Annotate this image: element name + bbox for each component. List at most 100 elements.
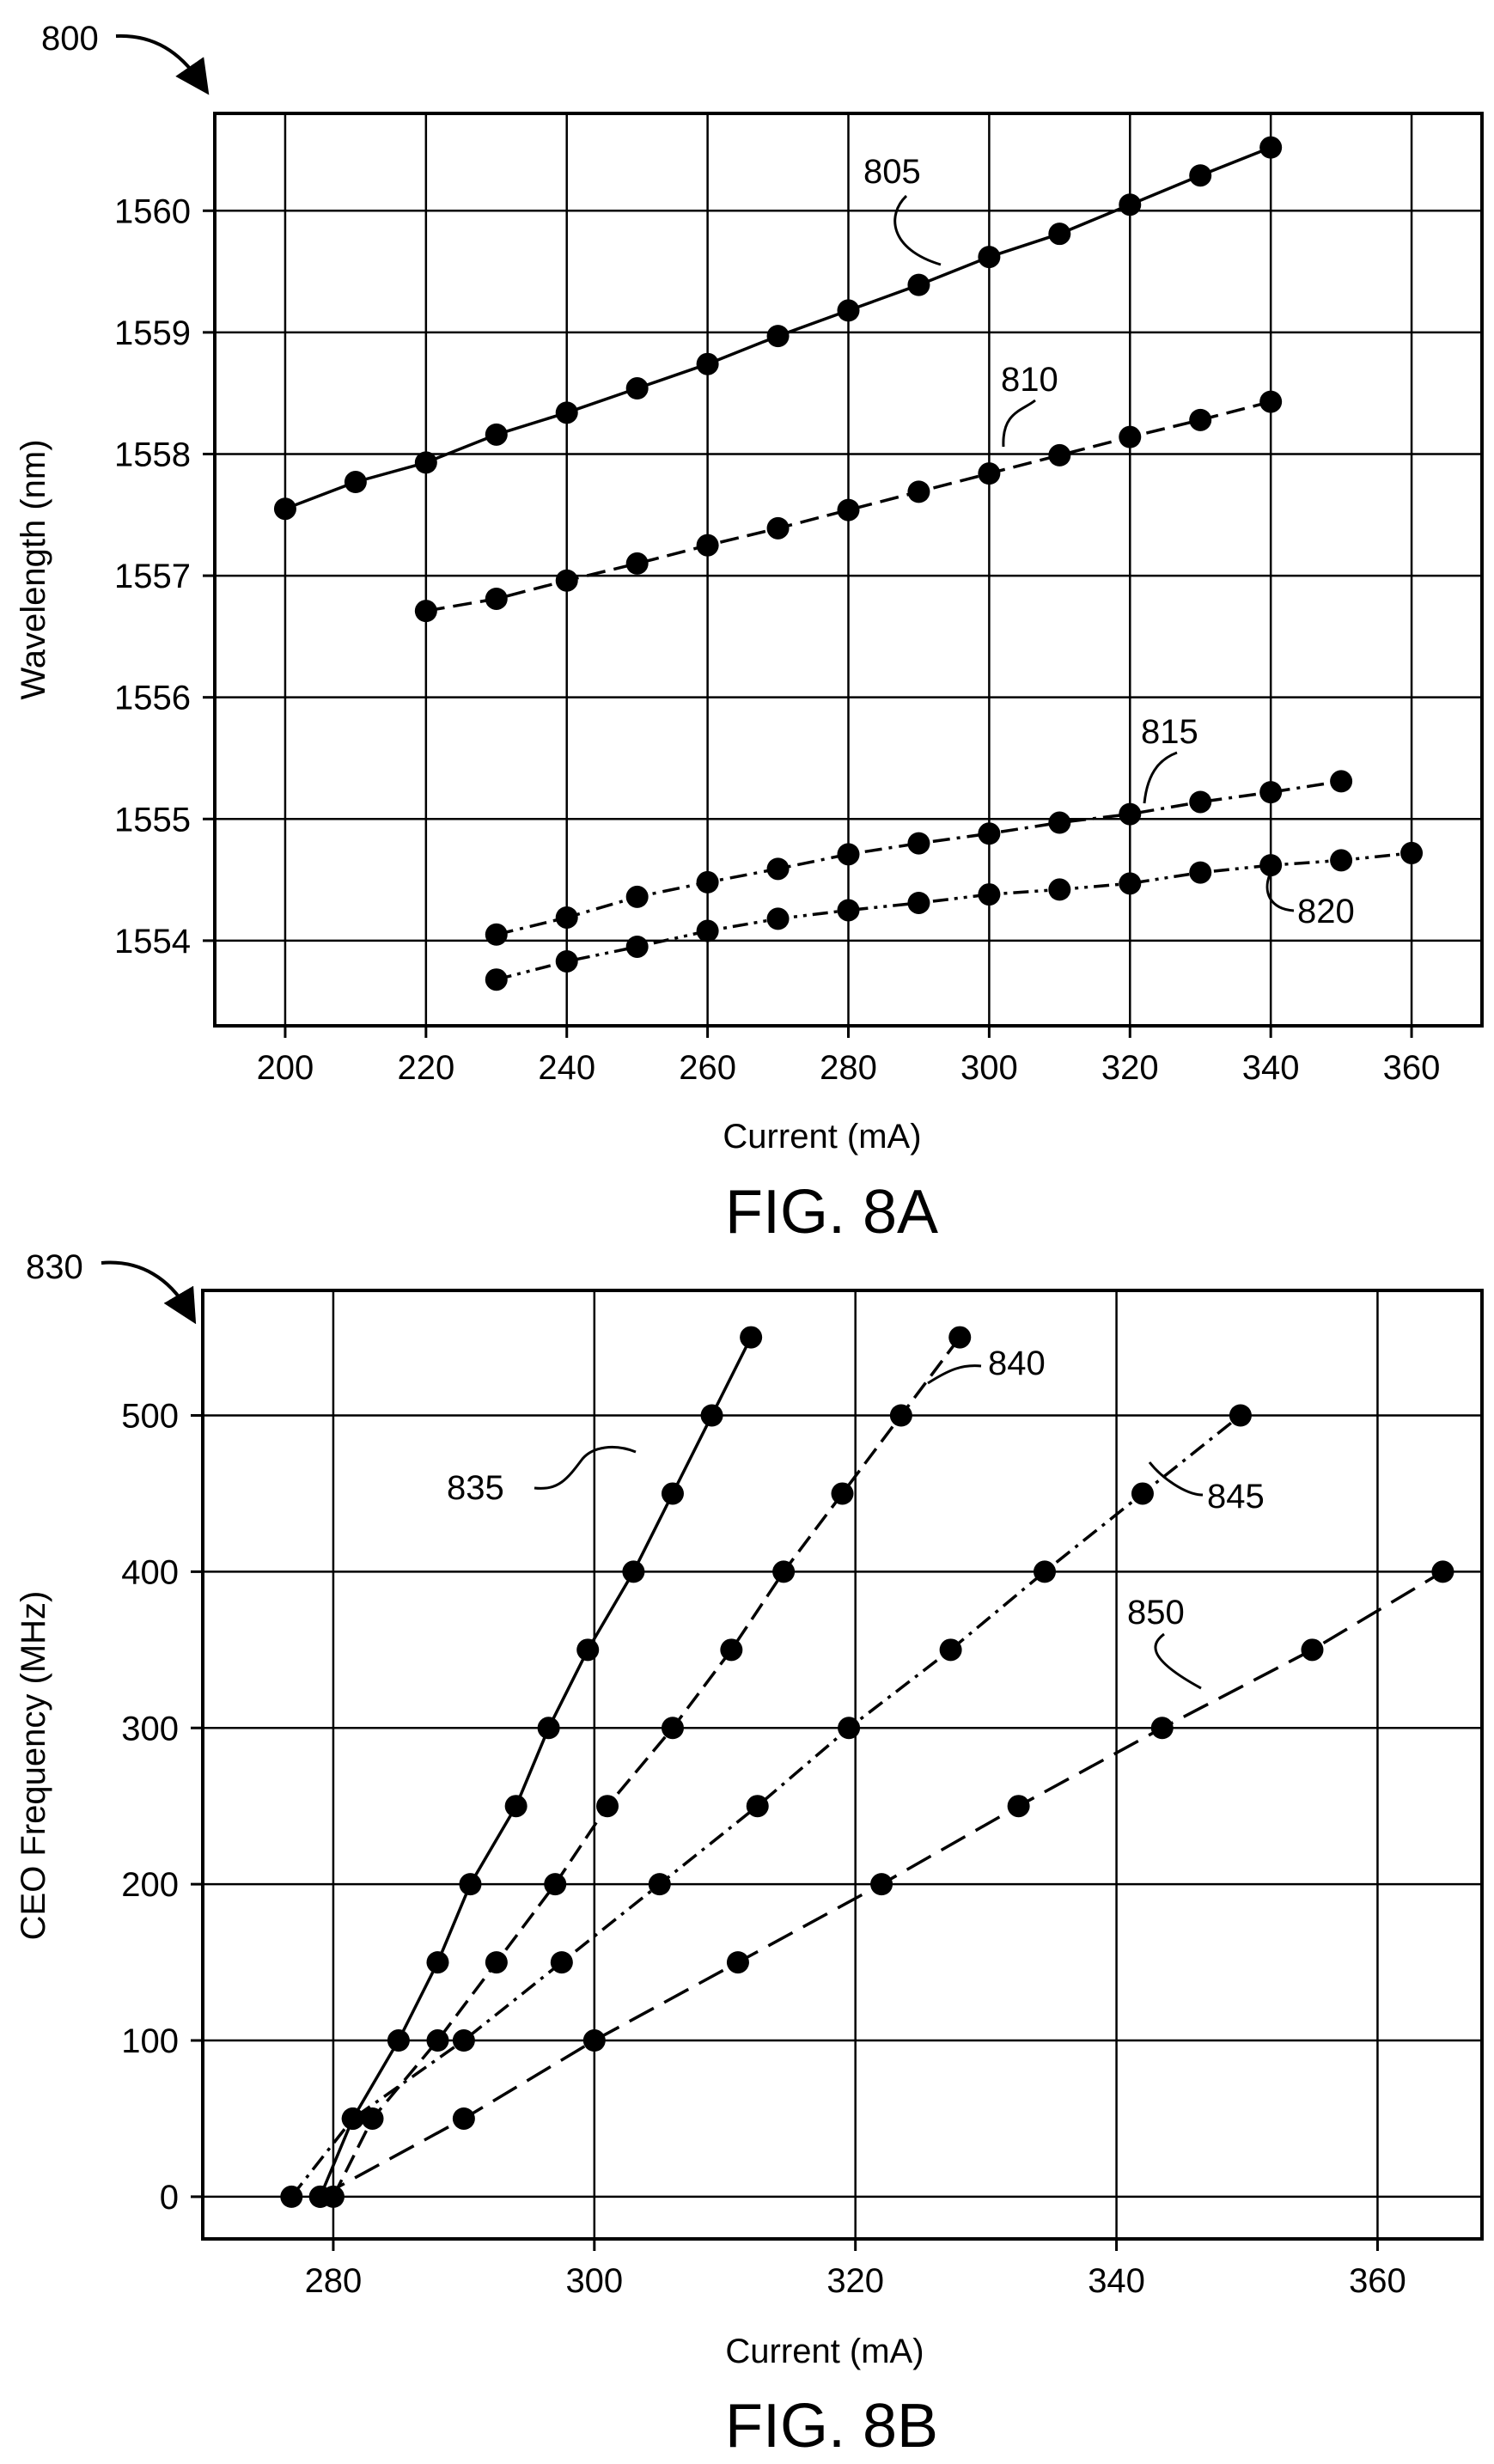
data-point-835 (537, 1717, 560, 1740)
data-point-820 (555, 949, 578, 973)
x-tick-label: 340 (1242, 1049, 1300, 1087)
data-point-835 (387, 2029, 410, 2052)
x-tick-label: 360 (1349, 2262, 1406, 2300)
y-tick-label: 1554 (114, 923, 191, 961)
x-axis-title-8b: Current (mA) (725, 2333, 924, 2370)
figure-caption-8a: FIG. 8A (725, 1178, 938, 1247)
data-point-815 (485, 923, 508, 946)
data-point-815 (696, 870, 719, 894)
data-point-810 (1259, 390, 1283, 413)
series-label-845: 845 (1207, 1478, 1265, 1516)
data-point-845 (1034, 1560, 1057, 1583)
x-tick-label: 200 (257, 1049, 314, 1087)
data-point-810 (414, 600, 437, 623)
data-point-815 (1048, 811, 1071, 834)
data-point-840 (661, 1717, 684, 1740)
data-point-810 (1119, 425, 1142, 448)
data-point-805 (978, 246, 1001, 269)
x-tick-labels-8a: 200 220 240 260 280 300 320 340 360 (257, 1049, 1441, 1087)
figure-ref-830-arrow (101, 1260, 197, 1325)
data-point-820 (1259, 854, 1283, 877)
series-label-820: 820 (1297, 893, 1355, 930)
y-axis-title-8a: Wavelength (nm) (15, 439, 52, 699)
data-point-840 (596, 1795, 619, 1818)
data-point-840 (889, 1404, 912, 1427)
y-tick-label: 100 (121, 2022, 179, 2060)
y-tick-label: 1558 (114, 436, 191, 473)
x-axis-title-8a: Current (mA) (723, 1118, 921, 1156)
leader-850 (1154, 1632, 1202, 1690)
data-point-835 (622, 1560, 645, 1583)
data-point-845 (280, 2185, 303, 2208)
data-point-845 (550, 1951, 573, 1974)
data-point-805 (555, 401, 578, 424)
series-label-815: 815 (1141, 713, 1198, 751)
data-point-815 (555, 906, 578, 929)
data-point-810 (907, 480, 930, 503)
y-tick-label: 200 (121, 1866, 179, 1904)
data-point-840 (361, 2107, 384, 2130)
data-point-845 (452, 2029, 475, 2052)
grid-8b (191, 1290, 1482, 2251)
data-point-835 (661, 1482, 684, 1505)
data-point-840 (485, 1951, 508, 1974)
series-8b (280, 1326, 1454, 2208)
x-tick-label: 280 (820, 1049, 877, 1087)
x-tick-label: 280 (305, 2262, 363, 2300)
y-tick-label: 300 (121, 1710, 179, 1747)
data-point-845 (939, 1638, 962, 1662)
leader-820 (1265, 874, 1295, 912)
data-point-805 (766, 325, 790, 348)
y-tick-label: 400 (121, 1553, 179, 1591)
data-point-815 (907, 832, 930, 855)
x-tick-label: 360 (1383, 1049, 1441, 1087)
data-point-805 (1259, 136, 1283, 159)
data-point-845 (1229, 1404, 1252, 1427)
data-point-810 (837, 498, 860, 521)
data-point-810 (766, 516, 790, 540)
data-point-820 (1119, 872, 1142, 895)
data-point-815 (1189, 790, 1212, 814)
data-point-805 (1189, 164, 1212, 187)
data-point-845 (648, 1873, 671, 1896)
y-tick-label: 1556 (114, 680, 191, 717)
data-point-850 (1007, 1795, 1030, 1818)
data-point-815 (1330, 770, 1353, 793)
data-point-835 (700, 1404, 723, 1427)
data-point-805 (273, 497, 296, 521)
data-point-810 (696, 534, 719, 557)
data-point-815 (625, 885, 649, 908)
data-point-815 (1119, 802, 1142, 826)
data-point-850 (452, 2107, 475, 2130)
figure-ref-830: 830 (26, 1248, 83, 1286)
data-point-820 (485, 968, 508, 991)
data-point-835 (576, 1638, 600, 1662)
chart-8b: 830 280 300 320 340 360 0 100 200 300 400 500 Cur… (15, 1248, 1484, 2461)
data-point-810 (1189, 408, 1212, 431)
leader-815 (1143, 751, 1178, 804)
data-point-820 (696, 919, 719, 942)
figure-ref-800-arrow (115, 34, 210, 95)
x-tick-labels-8b: 280 300 320 340 360 (305, 2262, 1406, 2300)
data-point-805 (837, 299, 860, 322)
chart-8a: 800 200 220 240 260 280 300 320 340 360 1554 1555… (15, 20, 1484, 1247)
data-point-805 (344, 471, 367, 494)
data-point-840 (948, 1326, 972, 1349)
data-point-810 (625, 552, 649, 575)
y-tick-label: 1555 (114, 801, 191, 839)
figure-caption-8b: FIG. 8B (725, 2392, 938, 2461)
series-label-850: 850 (1127, 1594, 1185, 1631)
x-tick-label: 300 (960, 1049, 1018, 1087)
series-label-835: 835 (447, 1469, 504, 1507)
y-axis-title-8b: CEO Frequency (MHz) (15, 1591, 52, 1941)
data-point-820 (1189, 861, 1212, 884)
plot-frame-8a (213, 112, 1484, 1028)
y-tick-label: 1559 (114, 314, 191, 352)
data-point-820 (1048, 878, 1071, 901)
data-point-820 (766, 907, 790, 930)
data-point-820 (1330, 849, 1353, 872)
data-point-850 (1150, 1717, 1174, 1740)
data-point-810 (1048, 443, 1071, 467)
data-point-840 (426, 2029, 449, 2052)
data-point-845 (341, 2107, 364, 2130)
